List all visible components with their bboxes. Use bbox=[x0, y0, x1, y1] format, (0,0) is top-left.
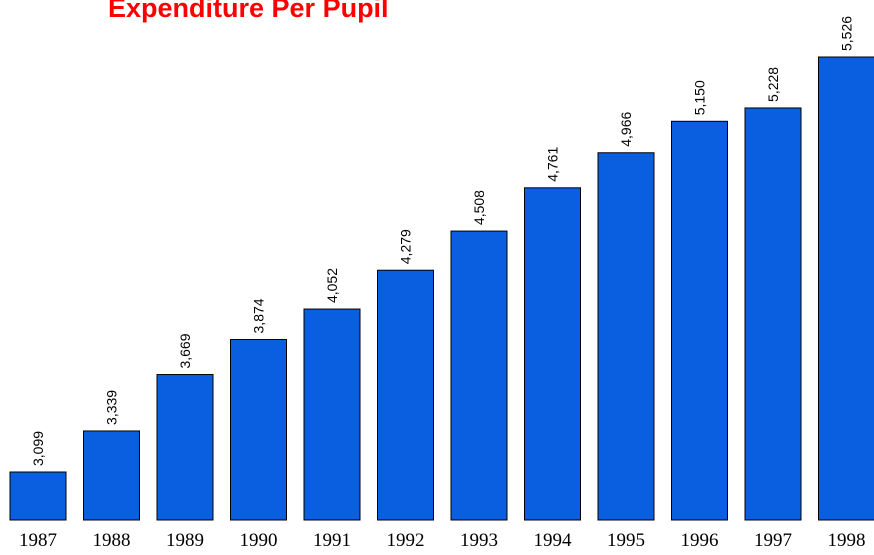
value-label: 5,228 bbox=[765, 67, 781, 102]
x-tick-label: 1996 bbox=[681, 530, 719, 551]
x-tick-label: 1994 bbox=[534, 530, 573, 551]
bar bbox=[230, 338, 287, 521]
x-tick-label: 1997 bbox=[754, 530, 792, 551]
bar bbox=[524, 187, 581, 521]
bar bbox=[818, 56, 874, 521]
value-label: 4,508 bbox=[471, 190, 487, 225]
chart-title: Expenditure Per Pupil bbox=[108, 0, 389, 23]
value-label: 3,669 bbox=[177, 333, 193, 368]
value-label: 3,099 bbox=[30, 431, 46, 466]
value-label: 5,526 bbox=[839, 16, 855, 51]
bar bbox=[303, 308, 361, 521]
x-tick-label: 1992 bbox=[387, 530, 425, 551]
value-label: 3,874 bbox=[251, 298, 267, 333]
x-tick-label: 1988 bbox=[93, 530, 131, 551]
bar bbox=[377, 269, 434, 521]
bar bbox=[83, 430, 140, 521]
x-tick-label: 1993 bbox=[460, 530, 498, 551]
x-tick-label: 1990 bbox=[240, 530, 278, 551]
x-tick-label: 1991 bbox=[313, 530, 351, 551]
value-label: 4,966 bbox=[618, 112, 634, 147]
bar bbox=[450, 230, 508, 521]
bar bbox=[156, 374, 214, 521]
value-label: 4,279 bbox=[398, 229, 414, 264]
bar bbox=[671, 120, 728, 521]
x-tick-label: 1989 bbox=[166, 530, 204, 551]
x-tick-label: 1995 bbox=[607, 530, 645, 551]
x-tick-label: 1998 bbox=[828, 530, 866, 551]
value-label: 5,150 bbox=[692, 80, 708, 115]
x-tick-label: 1987 bbox=[19, 530, 57, 551]
value-label: 4,761 bbox=[545, 147, 561, 182]
value-label: 3,339 bbox=[104, 390, 120, 425]
bar bbox=[597, 152, 655, 521]
bar bbox=[744, 107, 802, 521]
bar bbox=[9, 471, 67, 521]
value-label: 4,052 bbox=[324, 268, 340, 303]
